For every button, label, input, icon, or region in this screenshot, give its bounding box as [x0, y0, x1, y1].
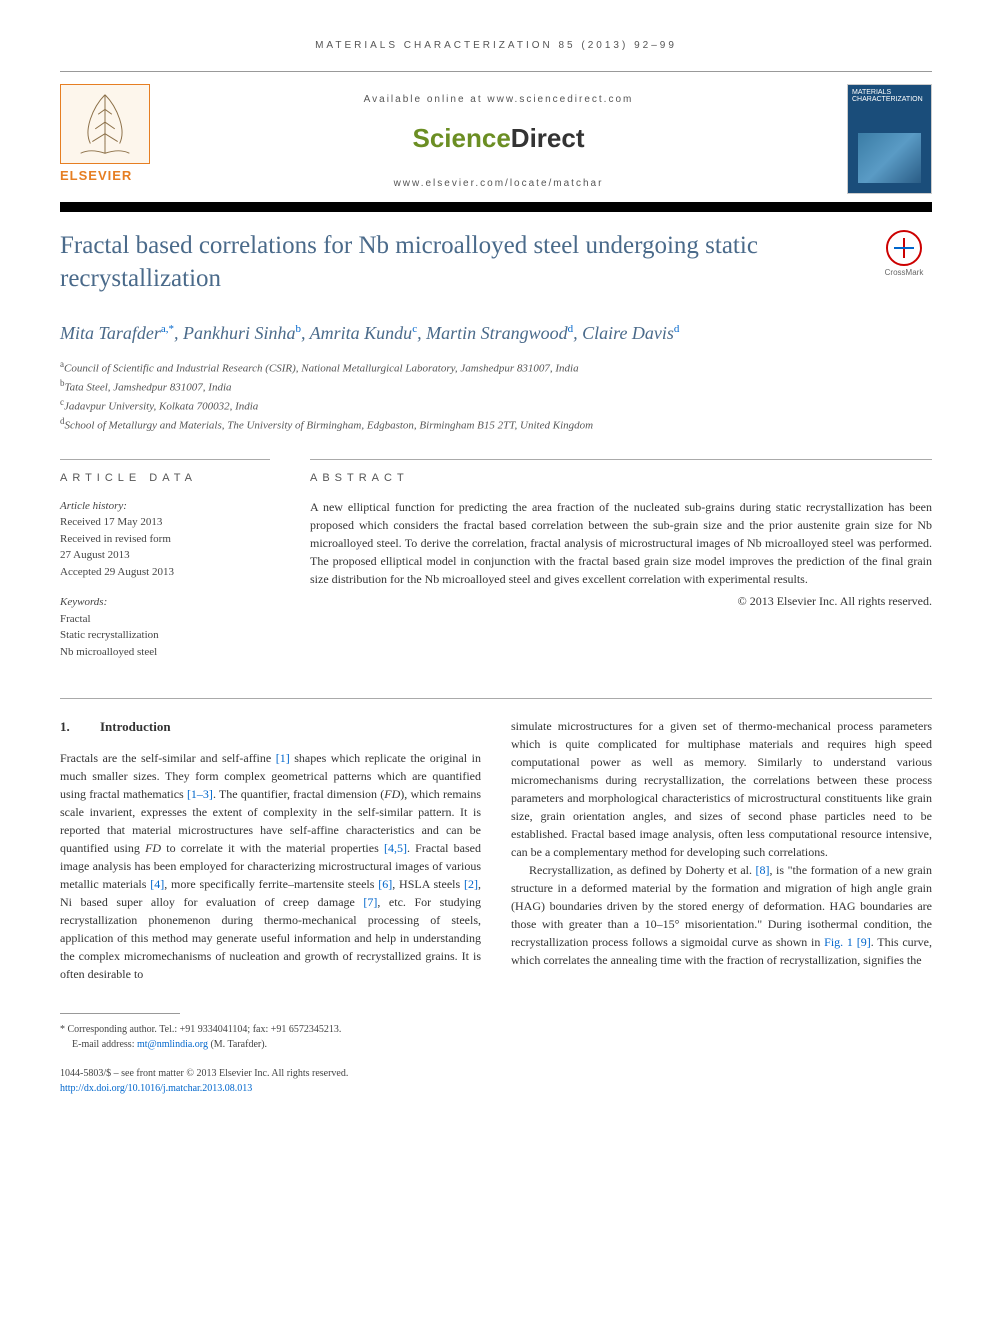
body-paragraph: Fractals are the self-similar and self-a… [60, 749, 481, 983]
elsevier-tree-icon [60, 84, 150, 164]
section-number: 1. [60, 717, 100, 737]
sciencedirect-logo[interactable]: ScienceDirect [170, 123, 827, 154]
keywords-block: Keywords: FractalStatic recrystallizatio… [60, 594, 270, 660]
journal-cover-thumbnail[interactable]: MATERIALS CHARACTERIZATION [847, 84, 932, 194]
history-item: Accepted 29 August 2013 [60, 564, 270, 581]
reference-link[interactable]: [4,5] [384, 841, 407, 855]
article-history-block: Article history: Received 17 May 2013Rec… [60, 498, 270, 581]
header-citation: MATERIALS CHARACTERIZATION 85 (2013) 92–… [60, 40, 932, 51]
figure-link[interactable]: Fig. 1 [824, 935, 853, 949]
sd-science-text: Science [413, 123, 511, 153]
meta-row: ARTICLE DATA Article history: Received 1… [60, 459, 932, 675]
top-bar: ELSEVIER Available online at www.science… [60, 71, 932, 194]
affiliation-item: aCouncil of Scientific and Industrial Re… [60, 358, 932, 377]
footnote-divider [60, 1013, 180, 1014]
keyword-item: Nb microalloyed steel [60, 644, 270, 661]
body-divider [60, 698, 932, 699]
reference-link[interactable]: [6] [378, 877, 392, 891]
reference-link[interactable]: [4] [150, 877, 164, 891]
affiliation-item: bTata Steel, Jamshedpur 831007, India [60, 377, 932, 396]
affiliation-item: dSchool of Metallurgy and Materials, The… [60, 415, 932, 434]
elsevier-label: ELSEVIER [60, 168, 150, 183]
center-header-block: Available online at www.sciencedirect.co… [170, 84, 827, 189]
reference-link[interactable]: [9] [857, 935, 871, 949]
crossmark-icon [886, 230, 922, 266]
email-author: (M. Tarafder). [208, 1039, 267, 1050]
body-columns: 1.Introduction Fractals are the self-sim… [60, 717, 932, 983]
keyword-item: Static recrystallization [60, 627, 270, 644]
reference-link[interactable]: [1–3] [187, 787, 213, 801]
doi-link[interactable]: http://dx.doi.org/10.1016/j.matchar.2013… [60, 1083, 252, 1094]
email-link[interactable]: mt@nmlindia.org [137, 1039, 208, 1050]
journal-cover-title: MATERIALS CHARACTERIZATION [852, 89, 927, 103]
affiliations-list: aCouncil of Scientific and Industrial Re… [60, 358, 932, 435]
section-title: Introduction [100, 719, 171, 734]
abstract-text: A new elliptical function for predicting… [310, 498, 932, 588]
journal-cover-image [858, 133, 921, 183]
abstract-copyright: © 2013 Elsevier Inc. All rights reserved… [310, 594, 932, 609]
available-online-text: Available online at www.sciencedirect.co… [170, 94, 827, 105]
sd-direct-text: Direct [511, 123, 585, 153]
reference-link[interactable]: [8] [756, 863, 770, 877]
title-row: Fractal based correlations for Nb microa… [60, 230, 932, 295]
keywords-label: Keywords: [60, 594, 270, 611]
elsevier-logo: ELSEVIER [60, 84, 150, 194]
history-item: 27 August 2013 [60, 547, 270, 564]
section-heading: 1.Introduction [60, 717, 481, 737]
article-data-label: ARTICLE DATA [60, 472, 270, 484]
email-line: E-mail address: mt@nmlindia.org (M. Tara… [60, 1037, 932, 1052]
bottom-info: 1044-5803/$ – see front matter © 2013 El… [60, 1066, 932, 1096]
black-divider-bar [60, 202, 932, 212]
crossmark-badge[interactable]: CrossMark [876, 230, 932, 286]
affiliation-item: cJadavpur University, Kolkata 700032, In… [60, 396, 932, 415]
keyword-item: Fractal [60, 611, 270, 628]
reference-link[interactable]: [7] [363, 895, 377, 909]
body-column-left: 1.Introduction Fractals are the self-sim… [60, 717, 481, 983]
issn-line: 1044-5803/$ – see front matter © 2013 El… [60, 1066, 932, 1081]
history-item: Received 17 May 2013 [60, 514, 270, 531]
article-title: Fractal based correlations for Nb microa… [60, 230, 856, 295]
body-paragraph: simulate microstructures for a given set… [511, 717, 932, 861]
journal-url[interactable]: www.elsevier.com/locate/matchar [170, 178, 827, 189]
crossmark-label: CrossMark [885, 268, 924, 277]
abstract-label: ABSTRACT [310, 472, 932, 484]
authors-list: Mita Tarafdera,*, Pankhuri Sinhab, Amrit… [60, 323, 932, 344]
article-data-column: ARTICLE DATA Article history: Received 1… [60, 459, 270, 675]
email-label: E-mail address: [72, 1039, 137, 1050]
body-paragraph: Recrystallization, as defined by Doherty… [511, 861, 932, 969]
corresponding-author: * Corresponding author. Tel.: +91 933404… [60, 1022, 932, 1037]
body-column-right: simulate microstructures for a given set… [511, 717, 932, 983]
abstract-column: ABSTRACT A new elliptical function for p… [310, 459, 932, 675]
footnote-block: * Corresponding author. Tel.: +91 933404… [60, 1022, 932, 1052]
reference-link[interactable]: [1] [276, 751, 290, 765]
history-item: Received in revised form [60, 531, 270, 548]
reference-link[interactable]: [2] [464, 877, 478, 891]
history-label: Article history: [60, 498, 270, 515]
